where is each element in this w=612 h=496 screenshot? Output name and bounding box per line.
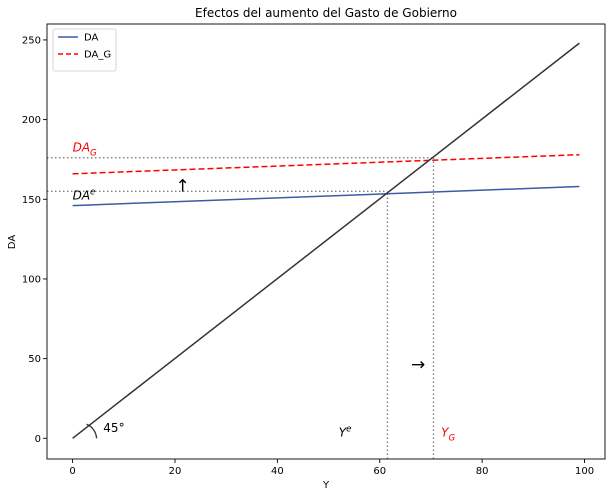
legend-label: DA bbox=[84, 33, 99, 44]
angle-arc bbox=[86, 423, 98, 439]
annotation-label: DAe bbox=[73, 187, 96, 202]
y-tick-label: 0 bbox=[35, 434, 41, 445]
series-line-da bbox=[72, 185, 580, 207]
legend-label: DA_G bbox=[84, 50, 111, 61]
chart-title: Efectos del aumento del Gasto de Gobiern… bbox=[195, 6, 457, 20]
y-tick-label: 50 bbox=[28, 354, 41, 365]
annotation-label: DAG bbox=[73, 140, 97, 158]
y-tick-label: 100 bbox=[22, 274, 41, 285]
x-axis-label: Y bbox=[322, 480, 330, 491]
arrow-0: ↑ bbox=[176, 177, 190, 197]
x-tick-label: 80 bbox=[476, 466, 489, 477]
x-tick-label: 60 bbox=[373, 466, 386, 477]
annotation-label: 45° bbox=[103, 421, 124, 435]
x-tick-label: 0 bbox=[69, 466, 75, 477]
arrow-1: → bbox=[411, 355, 425, 375]
x-tick-label: 40 bbox=[271, 466, 284, 477]
plot-frame bbox=[46, 23, 606, 460]
annotation-label: YG bbox=[441, 426, 455, 444]
x-tick-label: 100 bbox=[575, 466, 594, 477]
y-tick-label: 200 bbox=[22, 115, 41, 126]
x-tick-label: 20 bbox=[169, 466, 182, 477]
legend-box bbox=[52, 28, 117, 72]
y-tick-label: 250 bbox=[22, 35, 41, 46]
series-line-da-g bbox=[72, 153, 580, 175]
series-line-diagonal-45 bbox=[72, 42, 580, 439]
y-tick-label: 150 bbox=[22, 195, 41, 206]
annotation-label: Ye bbox=[339, 425, 352, 440]
y-axis-label: DA bbox=[7, 235, 18, 250]
